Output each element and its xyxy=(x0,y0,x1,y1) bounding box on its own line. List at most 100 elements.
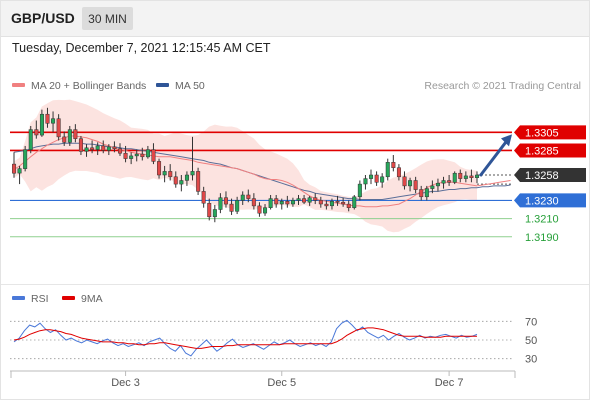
candle-body xyxy=(45,113,50,124)
candle-body xyxy=(290,200,295,205)
bollinger-band-area xyxy=(14,99,477,233)
candle-body xyxy=(402,176,407,187)
legend-rsi-label: RSI xyxy=(31,293,49,305)
candle-body xyxy=(341,201,346,205)
candle-body xyxy=(145,149,150,158)
pivot-label: 1.3230 xyxy=(525,195,559,207)
candle-body xyxy=(101,145,106,151)
research-credit: Research © 2021 Trading Central xyxy=(424,80,581,92)
candle-body xyxy=(235,200,240,212)
rsi-tick-label: 50 xyxy=(525,335,537,347)
forecast-arrow-shaft xyxy=(478,138,510,177)
candle-body xyxy=(279,201,284,205)
chart-timestamp: Tuesday, December 7, 2021 12:15:45 AM CE… xyxy=(12,41,271,55)
candle-body xyxy=(151,149,156,162)
rsi-line xyxy=(13,319,478,357)
candle-body xyxy=(430,185,435,189)
candle-body xyxy=(23,149,28,169)
candle-body xyxy=(240,194,245,201)
legend-rsi: RSI xyxy=(12,293,49,305)
candle-body xyxy=(363,178,368,185)
candle-body xyxy=(129,155,134,159)
x-tick-label: Dec 7 xyxy=(435,377,464,389)
candle-body xyxy=(246,194,251,199)
candle-body xyxy=(424,188,429,198)
candle-body xyxy=(408,180,413,187)
candle-body xyxy=(223,197,228,205)
candle-body xyxy=(413,180,418,190)
candle-body xyxy=(207,202,212,218)
candle-body xyxy=(134,153,139,157)
candle-body xyxy=(51,118,56,124)
candle-body xyxy=(106,146,111,151)
candle-body xyxy=(452,172,457,183)
candle-body xyxy=(369,174,374,179)
candle-body xyxy=(184,174,189,181)
legend-ma50-label: MA 50 xyxy=(175,80,205,92)
candle-body xyxy=(441,180,446,184)
candle-body xyxy=(302,198,307,203)
legend-9ma: 9MA xyxy=(62,293,103,305)
candle-body xyxy=(17,168,22,174)
candle-body xyxy=(34,129,39,136)
x-tick-label: Dec 3 xyxy=(111,377,140,389)
candle-body xyxy=(173,176,178,185)
candle-body xyxy=(352,196,357,208)
candle-body xyxy=(296,198,301,201)
pivot-label-tag xyxy=(514,193,586,208)
candle-body xyxy=(324,203,329,207)
candle-body xyxy=(263,207,268,214)
candle-body xyxy=(218,197,223,210)
candle-body xyxy=(447,180,452,183)
rsi-swatch xyxy=(12,296,25,301)
candle-body xyxy=(463,175,468,179)
candle-body xyxy=(140,153,145,158)
ma9-swatch xyxy=(62,296,75,301)
candle-body xyxy=(56,118,61,138)
candle-body xyxy=(469,175,474,178)
legend-ma20-label: MA 20 + Bollinger Bands xyxy=(31,80,147,92)
candle-body xyxy=(475,174,480,178)
candle-body xyxy=(435,182,440,187)
support-label-4: 1.3210 xyxy=(525,214,559,226)
current-price-label-tag xyxy=(514,168,586,183)
candle-body xyxy=(95,145,100,150)
legend-ma50: MA 50 xyxy=(156,80,205,92)
candle-body xyxy=(12,163,17,174)
candle-body xyxy=(28,129,33,150)
candle-body xyxy=(39,113,44,136)
candle-body xyxy=(168,171,173,178)
timeframe-button[interactable]: 30 MIN xyxy=(82,7,133,30)
candle-body xyxy=(307,197,312,203)
candle-body xyxy=(123,152,128,159)
symbol-title: GBP/USD xyxy=(11,10,75,26)
candle-body xyxy=(229,203,234,212)
ma20-swatch xyxy=(12,83,25,88)
candle-body xyxy=(201,191,206,204)
candle-body xyxy=(396,167,401,178)
ma20-line xyxy=(13,135,511,208)
candle-body xyxy=(118,148,123,154)
candle-body xyxy=(190,171,195,176)
forecast-arrow-head xyxy=(501,134,512,147)
candle-body xyxy=(212,209,217,218)
candle-body xyxy=(380,176,385,183)
candle-body xyxy=(62,136,67,143)
candle-body xyxy=(157,161,162,176)
current-price-label: 1.3258 xyxy=(525,170,559,182)
candle-body xyxy=(112,146,117,149)
chart-header: GBP/USD 30 MIN xyxy=(0,0,590,37)
rsi-tick-label: 30 xyxy=(525,354,537,366)
legend-ma20: MA 20 + Bollinger Bands xyxy=(12,80,146,92)
legend-9ma-label: 9MA xyxy=(81,293,103,305)
candle-body xyxy=(318,200,323,205)
candle-body xyxy=(67,129,72,143)
candle-body xyxy=(90,147,95,150)
candle-body xyxy=(257,205,262,214)
rsi-ma-line xyxy=(13,327,477,349)
candle-body xyxy=(179,180,184,185)
candle-body xyxy=(285,201,290,205)
resistance-label-2-tag xyxy=(514,143,586,158)
panel-separator xyxy=(0,284,590,285)
